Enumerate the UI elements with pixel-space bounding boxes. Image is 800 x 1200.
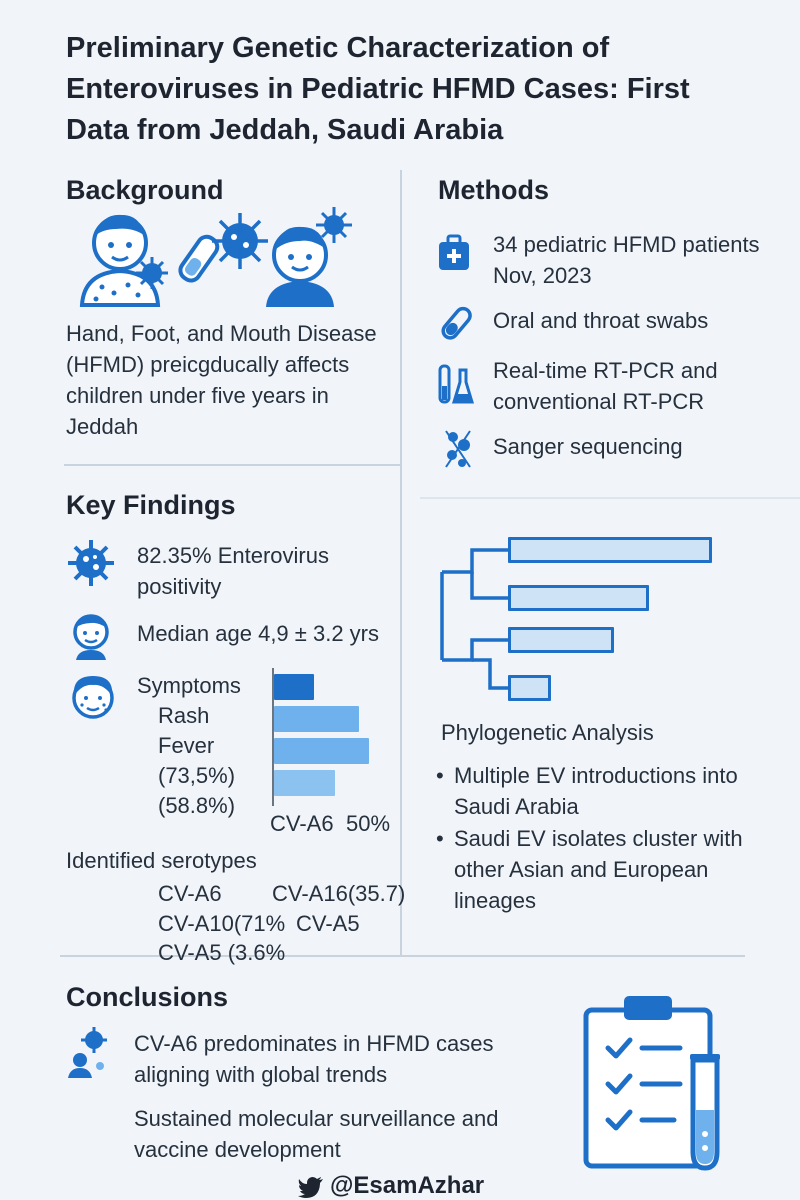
symptom-bar-1 (274, 674, 314, 700)
large-virus-icon (212, 213, 268, 269)
methods-item-3: Real-time RT-PCR and conventional RT-PCR (493, 358, 718, 414)
phylo-bar-4 (508, 675, 551, 701)
center-divider (400, 170, 402, 955)
conclusions-divider (60, 955, 745, 957)
chart-axis-left-label: CV-A6 (270, 811, 334, 836)
symptoms-label: Symptoms (137, 673, 241, 698)
fever-label: Fever (158, 733, 215, 758)
rash-label: Rash (158, 703, 210, 728)
dna-sequencing-icon (440, 427, 476, 469)
symptom-bar-chart (270, 668, 382, 806)
small-virus-icon (136, 257, 168, 289)
fever-percentage: (58.8%) (158, 793, 236, 818)
phylogenetic-label: Phylogenetic Analysis (441, 720, 654, 745)
symptom-bar-2 (274, 706, 359, 732)
serotype-3: CV-A10(71% (158, 911, 286, 936)
page-title: Preliminary Genetic Characterization of … (66, 32, 690, 146)
phylo-bar-1 (508, 537, 712, 563)
researcher-icon (66, 1026, 112, 1078)
swab-tube-icon (438, 304, 474, 344)
clipboard-checklist-icon (580, 992, 735, 1172)
right-section-divider (420, 497, 800, 499)
conclusions-heading: Conclusions (66, 982, 229, 1012)
serotype-1: CV-A6 (158, 881, 222, 906)
chart-axis (272, 668, 274, 806)
methods-heading: Methods (438, 175, 549, 205)
conclusion-1: CV-A6 predominates in HFMD cases alignin… (134, 1031, 494, 1087)
phylogenetic-tree (440, 530, 730, 710)
twitter-bird-icon (298, 1176, 324, 1198)
swab-icon (178, 234, 220, 283)
child-face-icon (79, 214, 161, 307)
phylo-bullet-2: Saudi EV isolates cluster with other Asi… (454, 826, 743, 913)
serotype-5: CV-A5 (3.6% (158, 940, 286, 965)
child-face-icon-2 (266, 226, 334, 307)
serotype-4: CV-A5 (296, 911, 360, 936)
phylo-bullet-1: Multiple EV introductions into Saudi Ara… (454, 763, 738, 819)
bullet-dot-2: • (436, 826, 444, 851)
child-rash-icon (68, 672, 118, 724)
methods-item-1: 34 pediatric HFMD patients Nov, 2023 (493, 232, 760, 288)
methods-item-4: Sanger sequencing (493, 434, 683, 459)
rash-percentage: (73,5%) (158, 763, 236, 788)
methods-item-2: Oral and throat swabs (493, 308, 709, 333)
median-age-text: Median age 4,9 ± 3.2 yrs (137, 621, 379, 646)
background-text: Hand, Foot, and Mouth Disease (HFMD) pre… (66, 321, 377, 439)
chart-axis-right-label: 50% (346, 811, 391, 836)
positivity-text: 82.35% Enterovirus positivity (137, 543, 329, 599)
serotypes-heading: Identified serotypes (66, 848, 257, 873)
footer-handle[interactable]: @EsamAzhar (330, 1172, 485, 1199)
virus-icon (66, 538, 116, 588)
medical-kit-icon (438, 234, 470, 272)
child-icon (70, 612, 112, 660)
conclusion-2: Sustained molecular surveillance and vac… (134, 1106, 499, 1162)
phylo-bar-2 (508, 585, 649, 611)
background-heading: Background (66, 175, 224, 205)
children-illustration (72, 205, 372, 310)
symptom-bar-3 (274, 738, 369, 764)
key-findings-heading: Key Findings (66, 490, 236, 520)
virus-icon-right (316, 207, 352, 243)
left-section-divider (64, 464, 400, 466)
serotype-2: CV-A16(35.7) (272, 881, 406, 906)
phylo-bar-3 (508, 627, 614, 653)
bullet-dot-1: • (436, 763, 444, 788)
lab-flask-icon (438, 364, 474, 406)
symptom-bar-4 (274, 770, 335, 796)
